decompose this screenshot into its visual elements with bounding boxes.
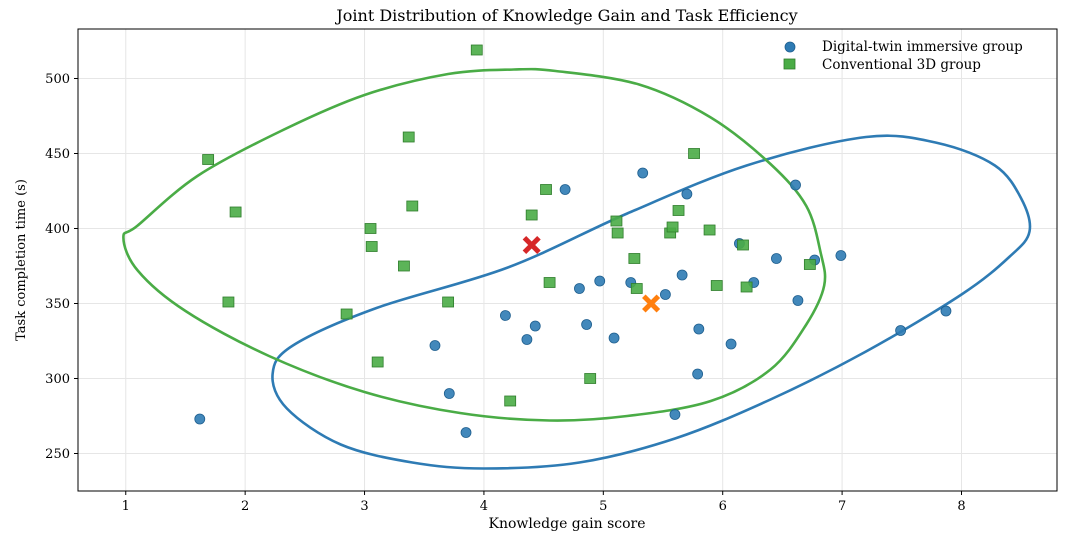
- grid: [78, 29, 1057, 491]
- x-tick-label: 8: [957, 499, 965, 514]
- data-point-conventional-3d: [504, 395, 517, 407]
- data-point-conventional-3d: [340, 308, 353, 320]
- x-tick-label: 2: [241, 499, 249, 514]
- data-point-conventional-3d: [398, 260, 410, 272]
- data-point-digital-twin: [660, 289, 671, 300]
- data-points: [194, 44, 952, 438]
- centroid-marker: [522, 235, 541, 255]
- data-point-digital-twin: [460, 427, 472, 438]
- legend-marker-digital-twin: [784, 41, 796, 53]
- data-point-digital-twin: [940, 305, 952, 317]
- data-point-conventional-3d: [442, 296, 455, 308]
- data-point-digital-twin: [529, 320, 541, 332]
- legend-marker-conventional-3d: [783, 58, 796, 70]
- data-point-digital-twin: [521, 334, 533, 345]
- data-point-conventional-3d: [688, 148, 700, 159]
- data-point-conventional-3d: [365, 241, 378, 252]
- data-point-digital-twin: [559, 184, 571, 195]
- axis-ticks: 1 2 3 4 5 6 7 8 250 300 350 400 450 500: [45, 72, 965, 514]
- data-point-digital-twin: [443, 388, 455, 399]
- data-point-digital-twin: [790, 179, 801, 191]
- data-point-conventional-3d: [229, 206, 242, 218]
- y-tick-label: 350: [45, 297, 70, 312]
- data-point-conventional-3d: [402, 131, 415, 143]
- plot-area-frame: [77, 28, 1058, 492]
- data-point-conventional-3d: [584, 373, 597, 384]
- data-point-digital-twin: [594, 275, 606, 287]
- data-point-digital-twin: [725, 338, 737, 350]
- data-point-conventional-3d: [703, 224, 716, 236]
- data-point-conventional-3d: [610, 215, 623, 227]
- x-tick-label: 7: [838, 499, 846, 514]
- y-axis-title: Task completion time (s): [14, 179, 29, 341]
- data-point-digital-twin: [895, 325, 906, 336]
- data-point-digital-twin: [693, 323, 705, 335]
- legend-label-digital-twin: Digital-twin immersive group: [822, 39, 1023, 55]
- data-point-conventional-3d: [406, 200, 419, 212]
- y-tick-label: 300: [45, 372, 70, 387]
- data-point-digital-twin: [792, 295, 804, 306]
- data-point-digital-twin: [676, 269, 688, 281]
- data-point-conventional-3d: [371, 356, 384, 368]
- data-point-digital-twin: [581, 319, 593, 330]
- data-point-conventional-3d: [710, 280, 723, 291]
- chart-title: Joint Distribution of Knowledge Gain and…: [334, 6, 797, 25]
- data-point-digital-twin: [692, 368, 704, 380]
- data-point-digital-twin: [835, 250, 847, 261]
- data-point-digital-twin: [608, 332, 620, 344]
- legend: Digital-twin immersive group Conventiona…: [783, 39, 1023, 73]
- data-point-conventional-3d: [611, 227, 624, 239]
- y-tick-label: 400: [45, 222, 70, 237]
- data-point-digital-twin: [669, 409, 681, 420]
- data-point-digital-twin: [771, 253, 782, 264]
- x-tick-label: 6: [719, 499, 727, 514]
- data-point-conventional-3d: [666, 221, 679, 233]
- data-point-digital-twin: [681, 188, 693, 200]
- x-tick-label: 1: [122, 499, 130, 514]
- confidence-ellipses: [122, 67, 1032, 470]
- data-point-digital-twin: [194, 413, 206, 425]
- data-point-conventional-3d: [525, 209, 538, 221]
- data-point-digital-twin: [500, 310, 511, 321]
- data-point-conventional-3d: [628, 253, 641, 264]
- data-point-digital-twin: [429, 340, 441, 351]
- y-tick-label: 500: [45, 72, 70, 87]
- legend-label-conventional-3d: Conventional 3D group: [822, 57, 981, 73]
- centroid-markers: [522, 235, 661, 313]
- data-point-digital-twin: [574, 283, 585, 294]
- data-point-conventional-3d: [470, 44, 483, 56]
- data-point-conventional-3d: [543, 277, 556, 288]
- y-tick-label: 450: [45, 147, 70, 162]
- data-point-conventional-3d: [222, 296, 235, 308]
- data-point-digital-twin: [637, 167, 649, 179]
- data-point-conventional-3d: [202, 154, 215, 165]
- x-axis-title: Knowledge gain score: [489, 516, 646, 532]
- y-tick-label: 250: [45, 447, 70, 462]
- x-tick-label: 3: [360, 499, 368, 514]
- confidence-ellipse: [271, 134, 1032, 470]
- data-point-conventional-3d: [737, 239, 749, 251]
- data-point-conventional-3d: [803, 259, 816, 270]
- data-point-conventional-3d: [672, 205, 685, 216]
- data-point-conventional-3d: [364, 223, 377, 234]
- centroid-marker: [642, 294, 661, 313]
- data-point-conventional-3d: [630, 283, 643, 294]
- data-point-conventional-3d: [540, 184, 552, 195]
- x-tick-label: 5: [599, 499, 607, 514]
- x-tick-label: 4: [480, 499, 488, 514]
- data-point-conventional-3d: [740, 281, 753, 293]
- confidence-ellipse: [122, 67, 827, 422]
